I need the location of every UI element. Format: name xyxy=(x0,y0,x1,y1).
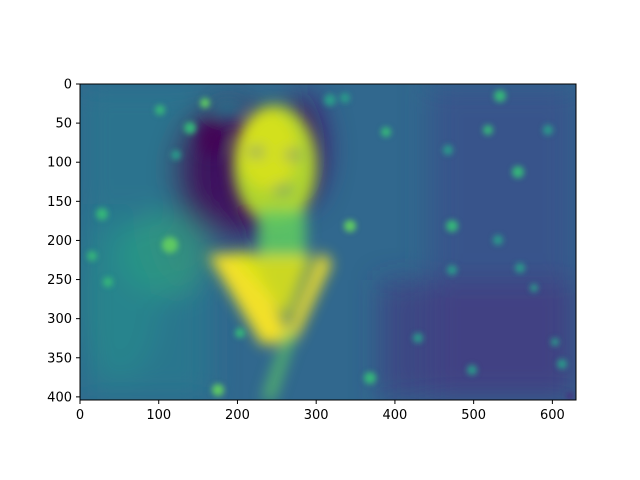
x-tick-label: 500 xyxy=(461,408,486,423)
axes-frame xyxy=(79,83,577,401)
y-tick-label: 350 xyxy=(47,351,72,366)
y-tick-label: 150 xyxy=(47,195,72,210)
x-tick-label: 200 xyxy=(225,408,250,423)
y-tick-label: 100 xyxy=(47,156,72,171)
y-tick-label: 50 xyxy=(55,117,72,132)
x-tick-label: 300 xyxy=(304,408,329,423)
y-tick-label: 300 xyxy=(47,312,72,327)
x-tick-label: 100 xyxy=(146,408,171,423)
y-tick-label: 200 xyxy=(47,234,72,249)
x-axis: 0 100 200 300 400 500 600 xyxy=(76,400,565,423)
y-tick-label: 400 xyxy=(47,390,72,405)
y-axis: 0 50 100 150 200 250 300 350 400 xyxy=(47,78,80,405)
x-tick-label: 0 xyxy=(76,408,84,423)
heatmap-image xyxy=(80,84,576,400)
y-tick-label: 0 xyxy=(64,78,72,93)
x-tick-label: 600 xyxy=(540,408,565,423)
y-tick-label: 250 xyxy=(47,273,72,288)
x-tick-label: 400 xyxy=(383,408,408,423)
